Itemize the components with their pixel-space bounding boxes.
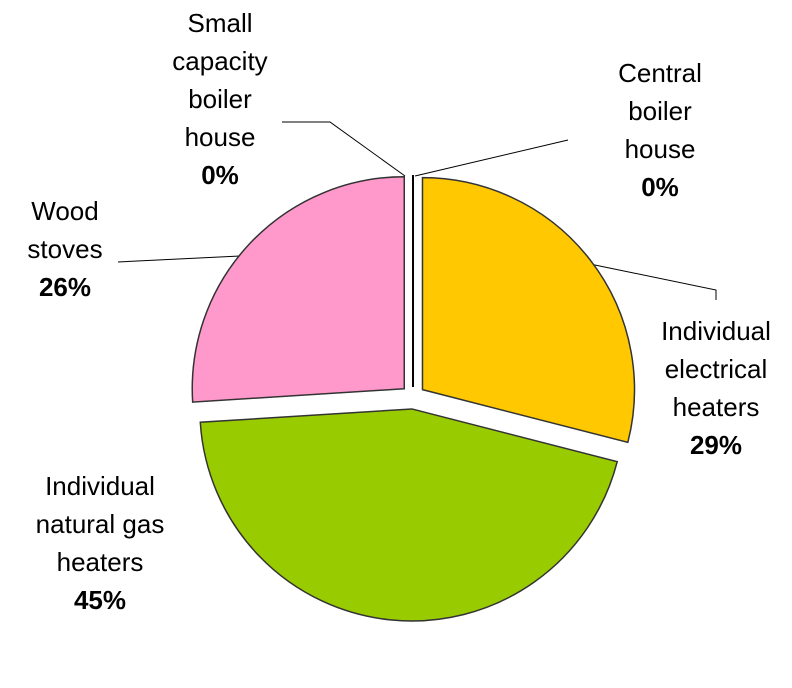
category-name: Central boiler house — [618, 58, 702, 164]
value-label: 29% — [689, 430, 743, 460]
slice-label: Small capacity boiler house 0% — [160, 4, 280, 194]
value-label: 0% — [641, 172, 679, 202]
value-label: 26% — [38, 272, 92, 302]
category-name: Individual electrical heaters — [661, 316, 771, 422]
leader-line — [414, 139, 569, 177]
value-label: 0% — [201, 160, 239, 190]
slice-label: Wood stoves 26% — [10, 192, 120, 306]
slice-label: Central boiler house 0% — [595, 54, 725, 206]
slice-label: Individual electrical heaters 29% — [641, 312, 791, 464]
category-name: Small capacity boiler house — [172, 8, 268, 152]
slice-label: Individual natural gas heaters 45% — [25, 467, 175, 619]
leader-line — [589, 263, 717, 300]
pie-slice — [191, 176, 406, 403]
category-name: Individual natural gas heaters — [35, 471, 165, 577]
pie-slice — [421, 176, 636, 444]
leader-line — [282, 121, 406, 177]
category-name: Wood stoves — [27, 196, 103, 264]
pie-slice — [199, 408, 619, 622]
value-label: 45% — [73, 585, 127, 615]
leader-line — [117, 255, 241, 263]
